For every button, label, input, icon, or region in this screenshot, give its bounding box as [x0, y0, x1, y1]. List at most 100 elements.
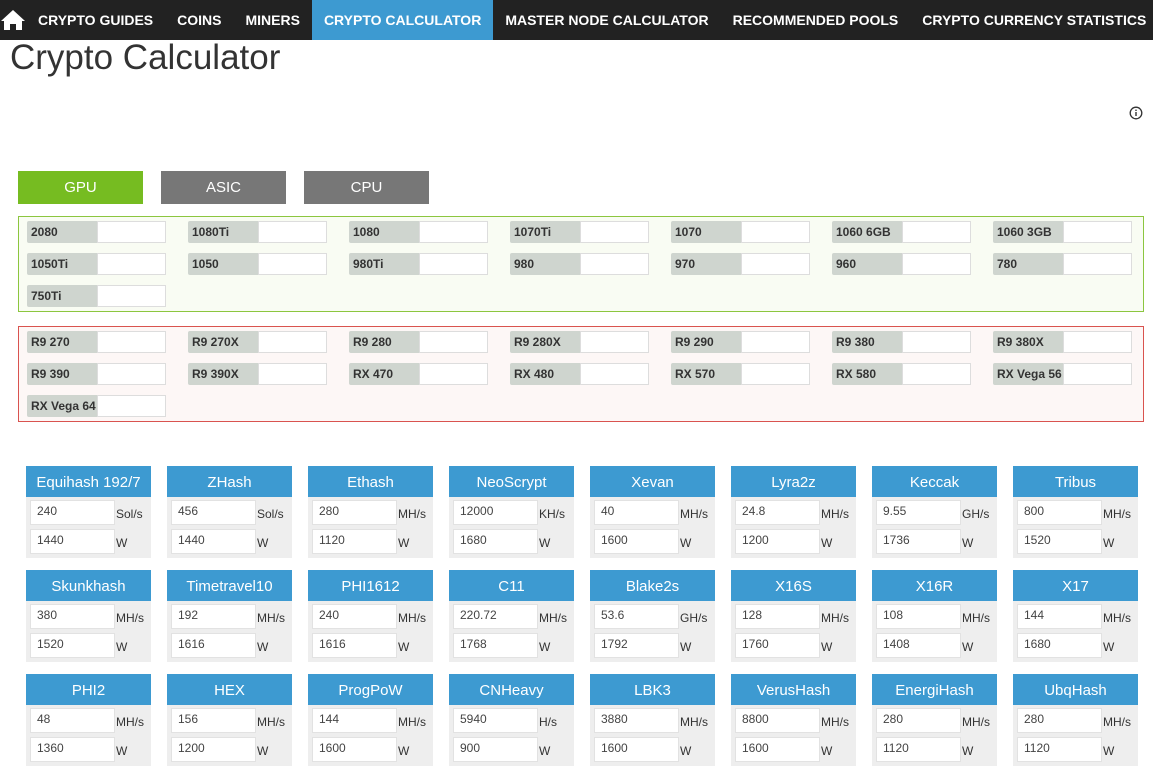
hashrate-unit: MH/s: [821, 507, 849, 521]
nav-link[interactable]: CRYPTO GUIDES: [38, 12, 154, 28]
info-icon[interactable]: [1129, 106, 1143, 120]
gpu-count-input[interactable]: [902, 363, 971, 385]
algorithm-card: Tribus 800 MH/s 1520 W: [1013, 466, 1138, 558]
hashrate-input[interactable]: 800: [1017, 500, 1102, 525]
gpu-count-input[interactable]: [258, 221, 327, 243]
algorithm-card: Blake2s 53.6 GH/s 1792 W: [590, 570, 715, 662]
gpu-count-input[interactable]: [902, 331, 971, 353]
power-input[interactable]: 1408: [876, 633, 961, 658]
hashrate-input[interactable]: 280: [876, 708, 961, 733]
gpu-count-input[interactable]: [580, 363, 649, 385]
power-input[interactable]: 1680: [453, 529, 538, 554]
algorithm-name: Tribus: [1013, 466, 1138, 497]
gpu-count-input[interactable]: [419, 331, 488, 353]
gpu-count-input[interactable]: [97, 395, 166, 417]
gpu-count-input[interactable]: [97, 221, 166, 243]
hashrate-input[interactable]: 24.8: [735, 500, 820, 525]
gpu-count-input[interactable]: [741, 253, 810, 275]
hashrate-input[interactable]: 156: [171, 708, 256, 733]
gpu-count-input[interactable]: [741, 363, 810, 385]
hashrate-input[interactable]: 380: [30, 604, 115, 629]
hashrate-input[interactable]: 240: [312, 604, 397, 629]
power-input[interactable]: 1120: [876, 737, 961, 762]
hashrate-input[interactable]: 8800: [735, 708, 820, 733]
hashrate-input[interactable]: 144: [312, 708, 397, 733]
gpu-count-input[interactable]: [1063, 331, 1132, 353]
power-input[interactable]: 1440: [30, 529, 115, 554]
hashrate-input[interactable]: 240: [30, 500, 115, 525]
gpu-count-input[interactable]: [902, 221, 971, 243]
nav-link[interactable]: CRYPTO CALCULATOR: [311, 0, 494, 40]
gpu-count-input[interactable]: [419, 253, 488, 275]
power-input[interactable]: 1520: [1017, 529, 1102, 554]
power-input[interactable]: 1600: [312, 737, 397, 762]
device-tab[interactable]: ASIC: [161, 171, 286, 204]
power-input[interactable]: 1200: [735, 529, 820, 554]
gpu-count-input[interactable]: [258, 253, 327, 275]
power-input[interactable]: 1680: [1017, 633, 1102, 658]
nav-link[interactable]: COINS: [177, 12, 222, 28]
algorithm-card: HEX 156 MH/s 1200 W: [167, 674, 292, 766]
nav-link[interactable]: MASTER NODE CALCULATOR: [505, 12, 709, 28]
gpu-count-input[interactable]: [1063, 253, 1132, 275]
power-input[interactable]: 900: [453, 737, 538, 762]
power-input[interactable]: 1600: [735, 737, 820, 762]
gpu-count-input[interactable]: [741, 221, 810, 243]
power-unit: W: [257, 744, 269, 758]
hashrate-input[interactable]: 12000: [453, 500, 538, 525]
power-input[interactable]: 1616: [171, 633, 256, 658]
hashrate-input[interactable]: 456: [171, 500, 256, 525]
gpu-count-input[interactable]: [1063, 221, 1132, 243]
device-tab[interactable]: GPU: [18, 171, 143, 204]
hashrate-input[interactable]: 144: [1017, 604, 1102, 629]
hashrate-input[interactable]: 48: [30, 708, 115, 733]
gpu-count-input[interactable]: [1063, 363, 1132, 385]
gpu-count-input[interactable]: [580, 253, 649, 275]
device-tab[interactable]: CPU: [304, 171, 429, 204]
hashrate-input[interactable]: 40: [594, 500, 679, 525]
nav-link[interactable]: MINERS: [245, 12, 300, 28]
gpu-card: 780: [993, 253, 1132, 275]
hashrate-input[interactable]: 280: [312, 500, 397, 525]
gpu-count-input[interactable]: [741, 331, 810, 353]
power-input[interactable]: 1600: [594, 529, 679, 554]
gpu-count-input[interactable]: [902, 253, 971, 275]
gpu-count-input[interactable]: [580, 331, 649, 353]
hashrate-input[interactable]: 280: [1017, 708, 1102, 733]
hashrate-input[interactable]: 220.72: [453, 604, 538, 629]
gpu-count-input[interactable]: [258, 331, 327, 353]
algorithm-card: Lyra2z 24.8 MH/s 1200 W: [731, 466, 856, 558]
power-input[interactable]: 1440: [171, 529, 256, 554]
gpu-count-input[interactable]: [258, 363, 327, 385]
gpu-count-input[interactable]: [97, 253, 166, 275]
nav-link[interactable]: CRYPTO CURRENCY STATISTICS: [922, 12, 1147, 28]
power-input[interactable]: 1120: [1017, 737, 1102, 762]
nav-link[interactable]: RECOMMENDED POOLS: [732, 12, 899, 28]
power-input[interactable]: 1200: [171, 737, 256, 762]
hashrate-input[interactable]: 5940: [453, 708, 538, 733]
power-input[interactable]: 1616: [312, 633, 397, 658]
home-link[interactable]: [0, 0, 26, 40]
power-input[interactable]: 1600: [594, 737, 679, 762]
power-input[interactable]: 1120: [312, 529, 397, 554]
gpu-count-input[interactable]: [580, 221, 649, 243]
power-input[interactable]: 1760: [735, 633, 820, 658]
power-input[interactable]: 1792: [594, 633, 679, 658]
hashrate-input[interactable]: 192: [171, 604, 256, 629]
gpu-count-input[interactable]: [97, 363, 166, 385]
gpu-count-input[interactable]: [419, 221, 488, 243]
hashrate-input[interactable]: 53.6: [594, 604, 679, 629]
power-input[interactable]: 1768: [453, 633, 538, 658]
power-input[interactable]: 1520: [30, 633, 115, 658]
power-input[interactable]: 1360: [30, 737, 115, 762]
power-input[interactable]: 1736: [876, 529, 961, 554]
hashrate-input[interactable]: 3880: [594, 708, 679, 733]
hashrate-input[interactable]: 9.55: [876, 500, 961, 525]
hashrate-input[interactable]: 128: [735, 604, 820, 629]
hashrate-unit: KH/s: [539, 507, 566, 521]
gpu-count-input[interactable]: [97, 331, 166, 353]
power-unit: W: [962, 744, 974, 758]
gpu-count-input[interactable]: [419, 363, 488, 385]
gpu-count-input[interactable]: [97, 285, 166, 307]
hashrate-input[interactable]: 108: [876, 604, 961, 629]
